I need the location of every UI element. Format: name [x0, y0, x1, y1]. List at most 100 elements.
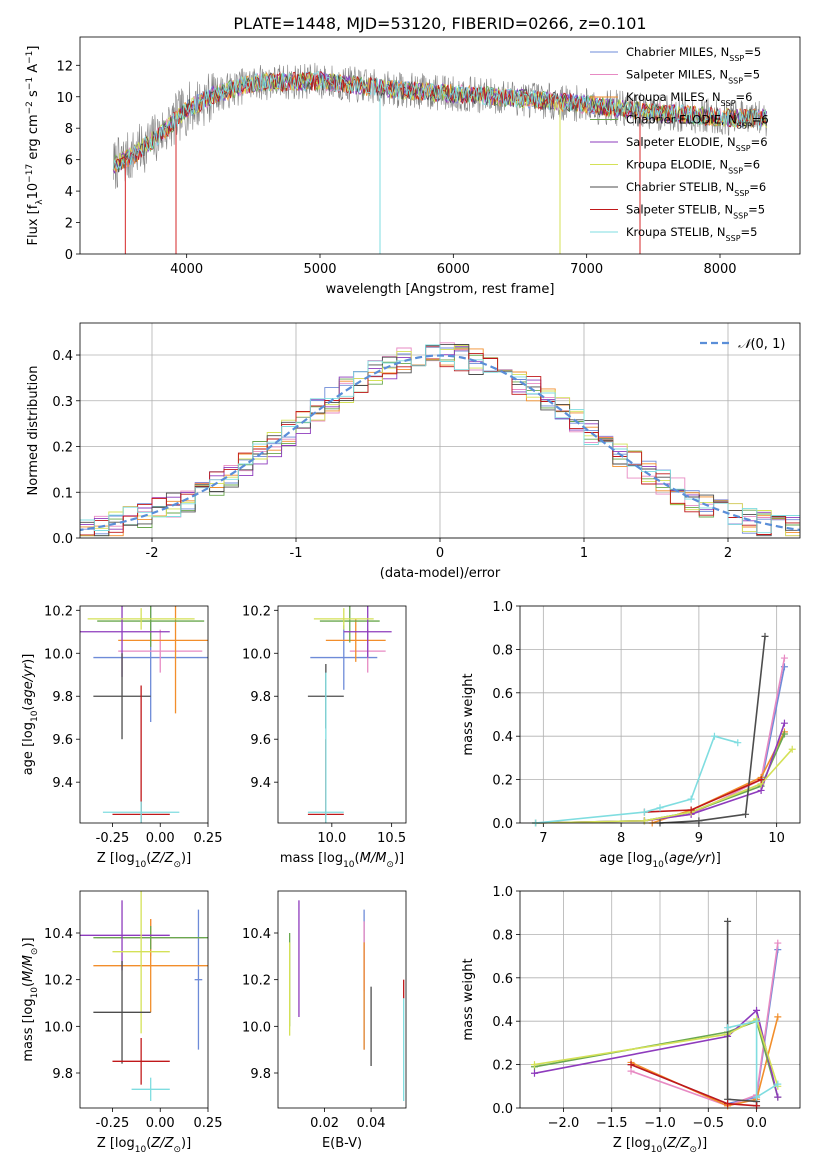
weight-point-marker	[774, 1013, 782, 1021]
y-axis-label: Normed distribution	[26, 366, 41, 496]
spectrum-model-line	[112, 71, 768, 171]
y-tick-label: 0.1	[52, 486, 73, 501]
x-tick-label: 5000	[303, 262, 336, 277]
x-axis-label: Z [log10(Z/Z⊙)]	[613, 1136, 707, 1155]
axes-frame	[277, 605, 407, 824]
x-tick-label: 8	[617, 831, 625, 846]
y-tick-label: 0.0	[52, 532, 73, 547]
y-tick-label: 9.6	[250, 733, 271, 748]
x-tick-label: -0.25	[96, 831, 130, 846]
legend-label: Salpeter ELODIE, NSSP=6	[626, 135, 768, 153]
mass_weight_vs_Z-panel: −2.0 −1.5 −1.0 −0.5 0.0 0.0 0.2 0.4 0.6 0.8 1.0 Z […	[461, 885, 801, 1155]
x-tick-label: 0.00	[146, 1116, 175, 1131]
axes-frame	[519, 605, 801, 824]
axes-frame	[79, 322, 801, 539]
age_vs_mass-panel: 10.0 10.5 9.4 9.6 9.8 10.0 10.2 mass [log10(M/M…	[242, 604, 407, 870]
y-tick-label: 0.0	[492, 817, 513, 832]
y-tick-label: 9.8	[250, 690, 271, 705]
histogram-panel: -2 -1 0 1 2 0.0 0.1 0.2 0.3 0.4 (data-model)/error…	[26, 322, 801, 581]
y-tick-label: 8	[65, 122, 73, 137]
weight-point-marker	[788, 745, 796, 753]
axes-frame	[277, 890, 407, 1109]
x-tick-label: −2.0	[548, 1116, 580, 1131]
x-tick-label: 2	[724, 546, 732, 561]
x-tick-label: 0.25	[194, 1116, 223, 1131]
mass_vs_EBV-panel: 0.02 0.04 9.8 10.0 10.2 10.4 E(B-V)	[242, 890, 407, 1151]
weight-point-marker	[742, 810, 750, 818]
axes-frame	[79, 36, 801, 255]
x-tick-label: 0	[436, 546, 444, 561]
weight-point-marker	[687, 806, 695, 814]
y-tick-label: 0.4	[492, 730, 513, 745]
y-tick-label: 2	[65, 217, 73, 232]
weight-point-marker	[757, 786, 765, 794]
weight-series-line	[534, 1008, 779, 1098]
x-tick-label: 1	[580, 546, 588, 561]
y-axis-label: mass weight	[461, 958, 476, 1040]
legend-label: Kroupa MILES, NSSP=6	[626, 90, 752, 108]
x-tick-label: -1	[290, 546, 303, 561]
y-tick-label: 0.2	[492, 1059, 513, 1074]
y-tick-label: 10.4	[242, 927, 271, 942]
x-tick-label: 9	[695, 831, 703, 846]
x-tick-label: 7000	[570, 262, 603, 277]
age_vs_mass-errorbars	[307, 606, 392, 823]
x-axis-label: Z [log10(Z/Z⊙)]	[97, 1136, 191, 1155]
x-tick-label: −1.0	[644, 1116, 676, 1131]
x-tick-label: 0.02	[310, 1116, 339, 1131]
y-tick-label: 4	[65, 185, 73, 200]
spectrum-panel: 4000 5000 6000 7000 8000 0 2 4 6 8 10 12 wavelength …	[25, 36, 801, 297]
y-tick-label: 10.0	[44, 647, 73, 662]
legend-label: Chabrier STELIB, NSSP=6	[626, 180, 766, 198]
y-axis-label: mass [log10(M/M⊙)]	[21, 937, 40, 1061]
x-tick-label: 10.5	[377, 831, 406, 846]
y-tick-label: 0.6	[492, 687, 513, 702]
legend-label: Kroupa STELIB, NSSP=5	[626, 225, 757, 243]
y-tick-label: 10.2	[44, 604, 73, 619]
y-tick-label: 9.8	[52, 690, 73, 705]
y-tick-label: 0.3	[52, 395, 73, 410]
y-tick-label: 6	[65, 154, 73, 169]
x-tick-label: -2	[146, 546, 159, 561]
y-tick-label: 12	[56, 59, 73, 74]
x-tick-label: 7	[539, 831, 547, 846]
weight-point-marker	[640, 808, 648, 816]
x-tick-label: 10	[768, 831, 785, 846]
y-tick-label: 1.0	[492, 600, 513, 615]
weight-point-marker	[757, 776, 765, 784]
weight-point-marker	[530, 1069, 538, 1077]
weight-series-line	[659, 636, 766, 824]
weight-point-marker	[774, 1080, 782, 1088]
age_vs_Z-errorbars	[80, 606, 208, 823]
weight-point-marker	[724, 1024, 732, 1032]
y-tick-label: 0.4	[492, 1015, 513, 1030]
y-axis-label: Flux [fλ10−17 erg cm−2 s−1 A−1]	[25, 46, 45, 246]
mass_vs_EBV-errorbars	[288, 900, 405, 1101]
y-tick-label: 0	[65, 248, 73, 263]
mass_vs_Z-errorbars	[80, 891, 208, 1101]
y-tick-label: 10.2	[242, 604, 271, 619]
weight-point-marker	[627, 1067, 635, 1075]
x-axis-label: age [log10(age/yr)]	[599, 851, 721, 870]
y-tick-label: 9.8	[52, 1067, 73, 1082]
histogram-steps	[80, 342, 800, 537]
weight-point-marker	[753, 1017, 761, 1025]
y-tick-label: 9.4	[250, 776, 271, 791]
y-tick-label: 10.0	[242, 647, 271, 662]
legend-label: Salpeter STELIB, NSSP=5	[626, 203, 765, 221]
y-tick-label: 0.4	[52, 349, 73, 364]
weight-point-marker	[780, 719, 788, 727]
x-tick-label: 0.00	[146, 831, 175, 846]
y-tick-label: 10.0	[242, 1020, 271, 1035]
y-tick-label: 0.0	[492, 1102, 513, 1117]
weight-point-marker	[753, 1006, 761, 1014]
y-tick-label: 10.2	[44, 974, 73, 989]
x-tick-label: 6000	[437, 262, 470, 277]
mass_vs_Z-panel: -0.25 0.00 0.25 9.8 10.0 10.2 10.4 Z [log10(Z/Z…	[21, 890, 223, 1155]
legend-label: Chabrier ELODIE, NSSP=6	[626, 113, 769, 131]
weight-point-marker	[627, 1061, 635, 1069]
axes-frame	[79, 605, 209, 824]
y-tick-label: 0.8	[492, 928, 513, 943]
x-tick-label: 0.25	[194, 831, 223, 846]
